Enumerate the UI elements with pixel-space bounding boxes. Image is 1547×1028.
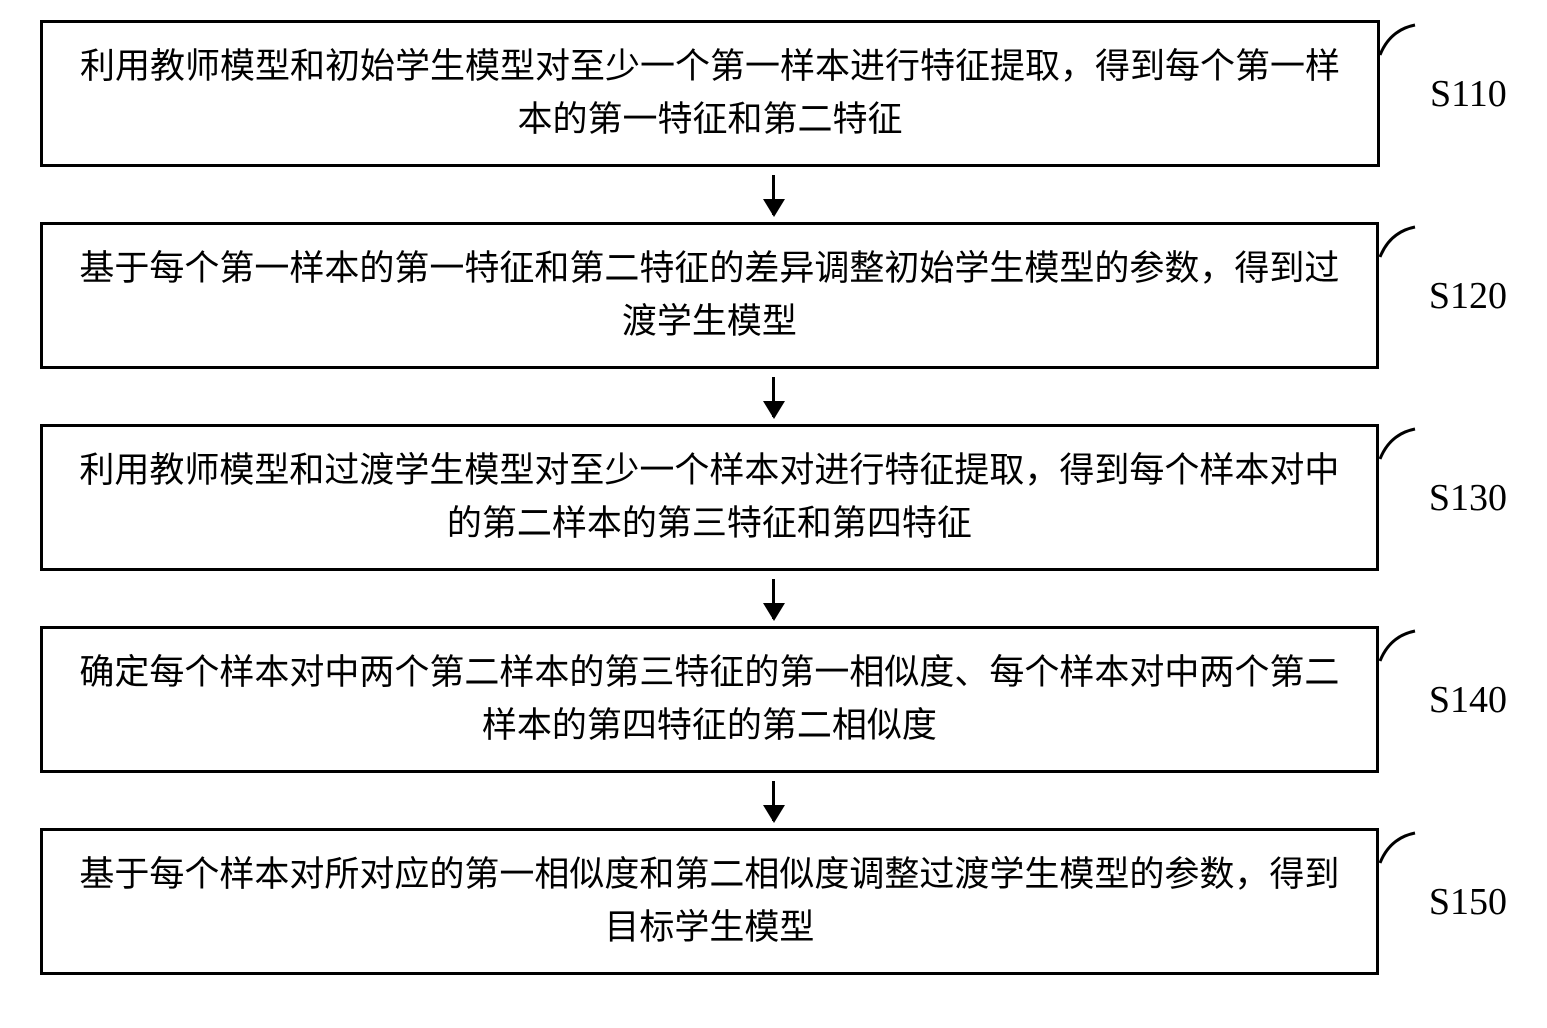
step-box-3: 利用教师模型和过渡学生模型对至少一个样本对进行特征提取，得到每个样本对中的第二样…: [40, 424, 1379, 571]
arrow-4: [772, 781, 775, 821]
step-row-4: 确定每个样本对中两个第二样本的第三特征的第一相似度、每个样本对中两个第二样本的第…: [40, 626, 1507, 773]
step-label-2: S120: [1429, 274, 1507, 318]
arrow-container-3: [104, 571, 1444, 626]
step-text-3: 利用教师模型和过渡学生模型对至少一个样本对进行特征提取，得到每个样本对中的第二样…: [73, 445, 1346, 550]
arrow-container-4: [104, 773, 1444, 828]
flowchart-container: 利用教师模型和初始学生模型对至少一个第一样本进行特征提取，得到每个第一样本的第一…: [40, 20, 1507, 975]
step-row-3: 利用教师模型和过渡学生模型对至少一个样本对进行特征提取，得到每个样本对中的第二样…: [40, 424, 1507, 571]
arrow-container-2: [104, 369, 1444, 424]
step-box-2: 基于每个第一样本的第一特征和第二特征的差异调整初始学生模型的参数，得到过渡学生模…: [40, 222, 1379, 369]
step-label-3: S130: [1429, 476, 1507, 520]
step-label-1: S110: [1430, 72, 1507, 116]
step-text-2: 基于每个第一样本的第一特征和第二特征的差异调整初始学生模型的参数，得到过渡学生模…: [73, 243, 1346, 348]
step-row-5: 基于每个样本对所对应的第一相似度和第二相似度调整过渡学生模型的参数，得到目标学生…: [40, 828, 1507, 975]
step-box-1: 利用教师模型和初始学生模型对至少一个第一样本进行特征提取，得到每个第一样本的第一…: [40, 20, 1380, 167]
arrow-2: [772, 377, 775, 417]
step-text-1: 利用教师模型和初始学生模型对至少一个第一样本进行特征提取，得到每个第一样本的第一…: [73, 41, 1347, 146]
step-row-2: 基于每个第一样本的第一特征和第二特征的差异调整初始学生模型的参数，得到过渡学生模…: [40, 222, 1507, 369]
step-text-4: 确定每个样本对中两个第二样本的第三特征的第一相似度、每个样本对中两个第二样本的第…: [73, 647, 1346, 752]
step-box-5: 基于每个样本对所对应的第一相似度和第二相似度调整过渡学生模型的参数，得到目标学生…: [40, 828, 1379, 975]
step-text-5: 基于每个样本对所对应的第一相似度和第二相似度调整过渡学生模型的参数，得到目标学生…: [73, 849, 1346, 954]
step-label-4: S140: [1429, 678, 1507, 722]
arrow-1: [772, 175, 775, 215]
arrow-container-1: [104, 167, 1444, 222]
step-row-1: 利用教师模型和初始学生模型对至少一个第一样本进行特征提取，得到每个第一样本的第一…: [40, 20, 1507, 167]
step-label-5: S150: [1429, 880, 1507, 924]
arrow-3: [772, 579, 775, 619]
step-box-4: 确定每个样本对中两个第二样本的第三特征的第一相似度、每个样本对中两个第二样本的第…: [40, 626, 1379, 773]
